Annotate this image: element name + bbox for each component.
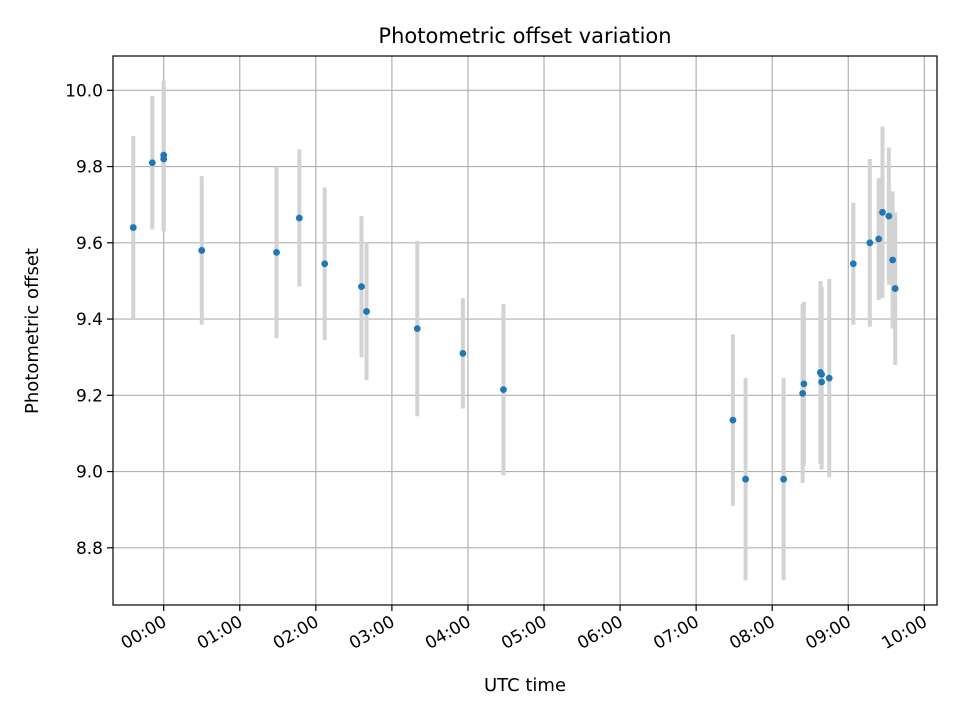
data-point: [198, 247, 206, 254]
data-point: [273, 248, 280, 256]
y-tick-label: 9.8: [76, 158, 103, 178]
data-point: [780, 475, 788, 483]
data-point: [321, 260, 329, 268]
data-point: [849, 260, 857, 268]
data-point: [800, 380, 808, 388]
y-tick-label: 9.2: [76, 386, 103, 406]
data-point: [413, 325, 421, 332]
data-point: [818, 378, 826, 386]
y-tick-label: 8.8: [76, 539, 103, 559]
chart-title: Photometric offset variation: [378, 24, 671, 48]
data-point: [742, 475, 749, 483]
y-axis-title: Photometric offset: [22, 248, 43, 414]
y-axis-ticks: 8.8 9.0 9.2 9.4 9.6 9.8 10.0: [65, 81, 113, 559]
y-tick-label: 9.6: [76, 234, 103, 254]
plot-frame: [112, 55, 938, 606]
data-point: [295, 214, 303, 222]
data-point: [879, 208, 886, 216]
data-point: [885, 212, 893, 220]
data-point: [729, 416, 737, 424]
y-tick-label: 10.0: [65, 81, 103, 101]
data-point: [799, 390, 807, 397]
data-point: [825, 374, 833, 382]
data-point: [889, 256, 897, 264]
y-tick-label: 9.0: [76, 463, 103, 483]
grid: [113, 56, 937, 605]
data-points: [129, 151, 899, 483]
x-axis-title: UTC time: [484, 675, 566, 696]
data-point: [363, 308, 370, 315]
data-point: [459, 349, 467, 357]
data-point: [818, 370, 826, 378]
data-point: [875, 235, 883, 243]
data-point: [129, 224, 137, 231]
data-point: [866, 239, 874, 247]
y-tick-label: 9.4: [76, 310, 103, 330]
data-point: [358, 283, 365, 291]
data-point: [160, 155, 168, 163]
data-point: [500, 386, 507, 393]
data-point: [891, 285, 899, 292]
data-point: [148, 159, 156, 167]
